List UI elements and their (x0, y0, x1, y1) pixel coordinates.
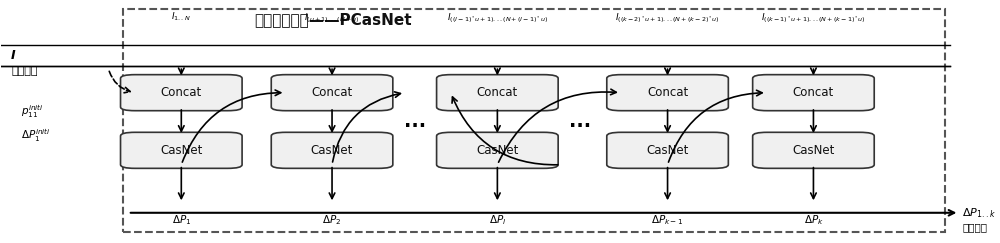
Text: ...: ... (569, 112, 591, 131)
Text: $\Delta P_{1}^{initi}$: $\Delta P_{1}^{initi}$ (21, 128, 50, 144)
Text: Concat: Concat (161, 86, 202, 99)
FancyBboxPatch shape (271, 132, 393, 168)
Text: $I_{((l-1)^*u+1)...(N+(l-1)^*u)}$: $I_{((l-1)^*u+1)...(N+(l-1)^*u)}$ (447, 11, 548, 25)
Text: $I_{((k-1)^*u+1)...(N+(k-1)^*u)}$: $I_{((k-1)^*u+1)...(N+(k-1)^*u)}$ (761, 11, 866, 25)
Text: $\Delta P_{1..k}$: $\Delta P_{1..k}$ (962, 206, 996, 220)
FancyBboxPatch shape (123, 9, 945, 232)
Text: $\Delta P_{k-1}$: $\Delta P_{k-1}$ (651, 213, 684, 227)
Text: CasNet: CasNet (646, 144, 689, 157)
Text: $I_{((k-2)^*u+1)...(N+(k-2)^*u)}$: $I_{((k-2)^*u+1)...(N+(k-2)^*u)}$ (615, 11, 720, 25)
Text: 位置增量: 位置增量 (962, 222, 987, 232)
Text: $\Delta P_l$: $\Delta P_l$ (489, 213, 506, 227)
FancyBboxPatch shape (753, 132, 874, 168)
Text: CasNet: CasNet (792, 144, 835, 157)
Text: 惯性数据: 惯性数据 (11, 66, 38, 76)
Text: $I_{(u+1)...(N+u)}$: $I_{(u+1)...(N+u)}$ (304, 11, 360, 25)
Text: $I_{1..N}$: $I_{1..N}$ (171, 11, 191, 24)
FancyBboxPatch shape (607, 132, 728, 168)
Text: CasNet: CasNet (476, 144, 519, 157)
FancyBboxPatch shape (607, 75, 728, 111)
Text: $\Delta P_2$: $\Delta P_2$ (322, 213, 342, 227)
Text: Concat: Concat (311, 86, 353, 99)
FancyBboxPatch shape (121, 75, 242, 111)
FancyBboxPatch shape (437, 132, 558, 168)
Text: Concat: Concat (793, 86, 834, 99)
Text: $\Delta P_1$: $\Delta P_1$ (172, 213, 191, 227)
Text: I: I (11, 49, 16, 62)
FancyBboxPatch shape (271, 75, 393, 111)
Text: CasNet: CasNet (311, 144, 353, 157)
Text: CasNet: CasNet (160, 144, 202, 157)
FancyBboxPatch shape (437, 75, 558, 111)
Text: $\Delta P_k$: $\Delta P_k$ (804, 213, 823, 227)
Text: $p_{11}^{initi}$: $p_{11}^{initi}$ (21, 104, 43, 120)
FancyBboxPatch shape (121, 132, 242, 168)
Text: Concat: Concat (477, 86, 518, 99)
Text: Concat: Concat (647, 86, 688, 99)
FancyBboxPatch shape (753, 75, 874, 111)
Text: 位置增量估计——PCasNet: 位置增量估计——PCasNet (254, 12, 412, 27)
Text: ...: ... (404, 112, 426, 131)
